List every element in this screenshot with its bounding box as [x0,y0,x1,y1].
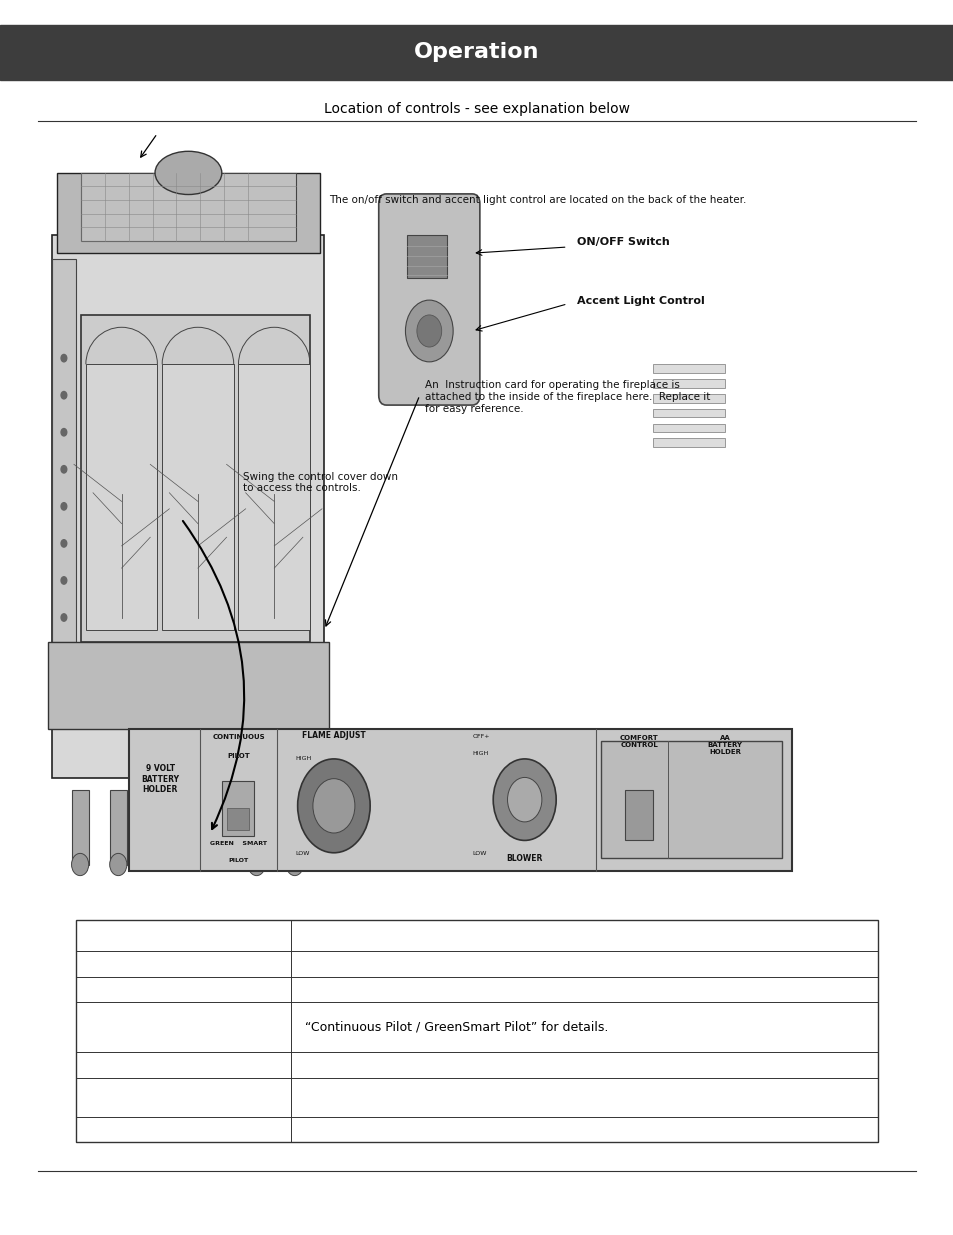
Text: Location of controls - see explanation below: Location of controls - see explanation b… [324,101,629,116]
Circle shape [61,466,67,473]
Bar [110,790,127,864]
Text: ON/OFF Switch: ON/OFF Switch [577,237,669,247]
Circle shape [416,315,441,347]
Bar [57,173,319,253]
Bar [286,790,303,864]
Circle shape [248,853,265,876]
Bar [624,790,653,840]
Bar [222,781,253,836]
Circle shape [61,577,67,584]
Text: 9 VOLT
BATTERY
HOLDER: 9 VOLT BATTERY HOLDER [141,764,179,794]
Bar [81,315,310,642]
Text: The on/off switch and accent light control are located on the back of the heater: The on/off switch and accent light contr… [329,195,745,205]
Circle shape [405,300,453,362]
Circle shape [110,853,127,876]
Circle shape [71,853,89,876]
Text: COMFORT
CONTROL: COMFORT CONTROL [619,735,658,748]
Text: Operation: Operation [414,42,539,63]
Text: LOW: LOW [472,851,486,856]
Bar [600,741,781,858]
Circle shape [61,540,67,547]
Text: PILOT: PILOT [228,858,249,863]
Text: An  Instruction card for operating the fireplace is
attached to the inside of th: An Instruction card for operating the fi… [424,380,709,414]
Text: LOW: LOW [295,851,310,856]
Ellipse shape [154,152,222,195]
Circle shape [61,503,67,510]
Text: CONTINUOUS: CONTINUOUS [212,734,265,740]
Bar [653,379,724,388]
Circle shape [313,779,355,834]
Bar [52,259,76,642]
Circle shape [507,778,541,823]
Bar [76,920,877,1142]
Bar [0,25,953,80]
Text: OFF+: OFF+ [472,734,489,739]
Bar [248,790,265,864]
Text: HIGH: HIGH [295,756,312,761]
Bar [653,364,724,373]
Bar [129,729,791,871]
Text: AA
BATTERY
HOLDER: AA BATTERY HOLDER [707,735,741,755]
Text: Accent Light Control: Accent Light Control [577,296,704,306]
Bar [653,424,724,432]
Bar [238,364,310,630]
Text: PILOT: PILOT [227,753,250,760]
Circle shape [61,429,67,436]
Circle shape [61,354,67,362]
Bar [407,235,447,278]
Bar [653,438,724,447]
FancyBboxPatch shape [378,194,479,405]
Circle shape [61,391,67,399]
Text: Swing the control cover down
to access the controls.: Swing the control cover down to access t… [243,472,397,493]
Bar [48,642,329,729]
Circle shape [493,758,556,841]
Circle shape [61,614,67,621]
Circle shape [297,758,370,853]
Text: HIGH: HIGH [472,751,488,756]
Circle shape [286,853,303,876]
Bar [71,790,89,864]
Bar [653,409,724,417]
Bar [52,235,324,778]
Text: GREEN    SMART: GREEN SMART [210,841,267,846]
Bar [653,394,724,403]
Bar [227,808,249,830]
Text: FLAME ADJUST: FLAME ADJUST [302,731,365,740]
Text: BLOWER: BLOWER [506,855,542,863]
Bar [86,364,157,630]
Bar [81,173,295,241]
Text: “Continuous Pilot / GreenSmart Pilot” for details.: “Continuous Pilot / GreenSmart Pilot” fo… [305,1020,608,1034]
Bar [162,364,233,630]
